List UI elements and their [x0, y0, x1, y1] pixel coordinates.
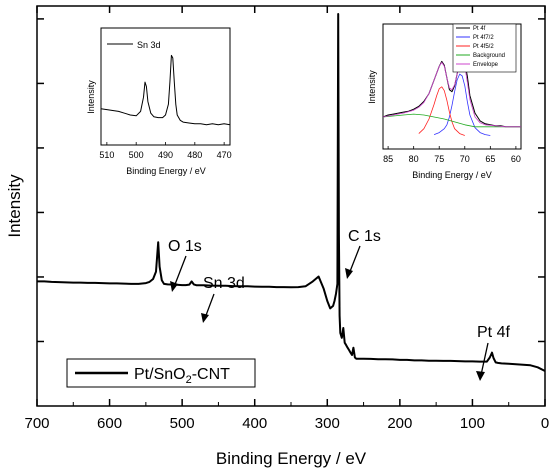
inset-pt4f-x-ticks: 85 80 75 70 65 60	[383, 146, 521, 164]
x-tick-label: 85	[383, 154, 393, 164]
inset-pt4f-series-group	[382, 59, 521, 136]
annotation-sn3d-arrowhead	[201, 313, 209, 323]
annotation-c1s-arrowhead	[345, 268, 353, 279]
annotation-pt4f-arrow	[480, 342, 489, 376]
inset-sn3d-x-ticks: 510 500 490 480 470	[99, 142, 232, 160]
inset-sn3d: 510 500 490 480 470 Binding Energy / eV Inte…	[86, 27, 232, 176]
x-tick-label: 0	[541, 415, 549, 432]
x-tick-label: 510	[99, 150, 114, 160]
annotation-o1s-label: O 1s	[168, 238, 202, 255]
x-tick-label: 300	[315, 415, 340, 432]
annotation-o1s: O 1s	[168, 238, 202, 292]
main-y-ticks	[37, 18, 545, 343]
x-tick-label: 500	[129, 150, 144, 160]
annotation-o1s-arrowhead	[170, 281, 178, 292]
x-tick-label: 200	[387, 415, 412, 432]
series-line-pt-sno2-cnt	[37, 13, 546, 372]
inset-sn3d-series-group	[100, 54, 231, 126]
inset-pt4f-x-title: Binding Energy / eV	[412, 170, 492, 180]
annotation-pt4f-label: Pt 4f	[477, 324, 510, 341]
x-tick-label: 400	[242, 415, 267, 432]
main-series-group	[37, 13, 546, 372]
inset-sn3d-frame	[100, 27, 231, 146]
legend-label-pt-4f5-2: Pt 4f5/2	[473, 44, 494, 50]
x-tick-label: 600	[97, 415, 122, 432]
x-tick-label: 70	[460, 154, 470, 164]
inset-sn3d-legend-label: Sn 3d	[137, 40, 161, 50]
legend-label-pt-4f: Pt 4f	[473, 26, 486, 32]
annotation-c1s: C 1s	[345, 228, 381, 279]
main-legend-label: Pt/SnO2-CNT	[134, 366, 230, 386]
annotation-sn3d-label: Sn 3d	[203, 275, 245, 292]
series-line-envelope	[382, 60, 521, 128]
annotation-o1s-arrow	[173, 255, 187, 288]
x-tick-label: 500	[170, 415, 195, 432]
annotation-c1s-label: C 1s	[348, 228, 381, 245]
x-tick-label: 490	[158, 150, 173, 160]
annotation-sn3d: Sn 3d	[201, 275, 245, 323]
series-line-sn-3d	[100, 54, 231, 126]
x-tick-label: 75	[434, 154, 444, 164]
inset-pt4f: 85 80 75 70 65 60 Binding Energy / eV Intensi…	[367, 23, 522, 180]
legend-label-subscript: 2	[186, 374, 192, 386]
x-tick-label: 480	[187, 150, 202, 160]
series-line-pt-4f7-2	[433, 73, 491, 136]
legend-label-tail: -CNT	[192, 366, 230, 383]
inset-pt4f-legend: Pt 4f Pt 4f7/2 Pt 4f5/2 Background Envelope	[452, 23, 517, 73]
legend-label-background: Background	[473, 53, 505, 59]
x-tick-label: 60	[511, 154, 521, 164]
x-tick-label: 100	[460, 415, 485, 432]
x-tick-label: 470	[217, 150, 232, 160]
main-y-axis-title: Intensity	[5, 174, 24, 238]
legend-label-envelope: Envelope	[473, 62, 499, 68]
inset-pt4f-y-title: Intensity	[367, 70, 377, 104]
inset-sn3d-x-title: Binding Energy / eV	[126, 166, 206, 176]
annotation-pt4f: Pt 4f	[476, 324, 510, 381]
inset-sn3d-y-title: Intensity	[86, 80, 96, 114]
annotation-c1s-arrow	[348, 245, 361, 275]
annotation-pt4f-arrowhead	[476, 371, 485, 381]
main-legend: Pt/SnO2-CNT	[66, 358, 256, 388]
main-x-axis-title: Binding Energy / eV	[216, 449, 367, 468]
legend-label-pt-4f7-2: Pt 4f7/2	[473, 35, 494, 41]
annotation-sn3d-arrow	[204, 293, 215, 319]
x-tick-label: 65	[485, 154, 495, 164]
main-x-ticks: 700 600 500 400 300 200 100 0	[24, 6, 549, 432]
x-tick-label: 700	[24, 415, 49, 432]
legend-label-main: Pt/SnO	[134, 366, 186, 383]
x-tick-label: 80	[409, 154, 419, 164]
